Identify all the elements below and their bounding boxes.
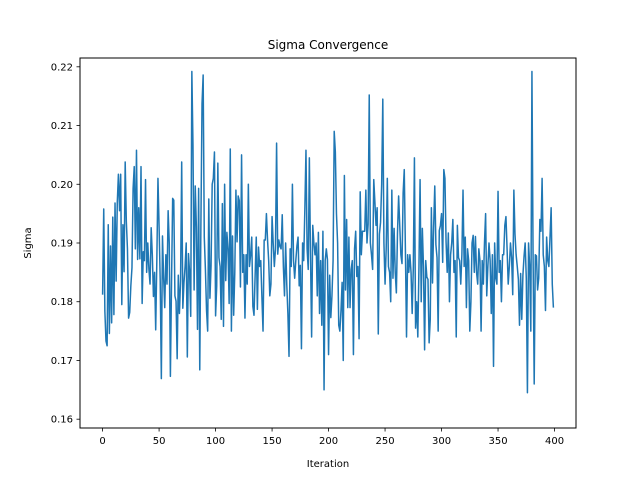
y-tick-label: 0.21	[51, 121, 73, 132]
x-axis-label: Iteration	[307, 459, 349, 470]
y-tick-label: 0.16	[51, 415, 73, 426]
x-tick-label: 50	[153, 436, 166, 447]
y-axis-ticks: 0.16 0.17 0.18 0.19 0.20 0.21 0.22	[51, 62, 80, 426]
y-tick-label: 0.17	[51, 356, 73, 367]
y-tick-label: 0.20	[51, 180, 73, 191]
y-tick-label: 0.19	[51, 239, 73, 250]
x-tick-label: 0	[99, 436, 105, 447]
chart-title: Sigma Convergence	[268, 38, 389, 52]
x-axis-ticks: 0 50 100 150 200 250 300 350 400	[99, 428, 564, 447]
x-tick-label: 100	[206, 436, 225, 447]
y-tick-label: 0.22	[51, 62, 73, 73]
x-tick-label: 350	[488, 436, 507, 447]
series-layer	[101, 70, 555, 394]
series-line-0	[101, 70, 555, 394]
x-tick-label: 300	[432, 436, 451, 447]
y-axis-label: Sigma	[23, 227, 34, 258]
y-tick-label: 0.18	[51, 297, 73, 308]
x-tick-label: 200	[319, 436, 338, 447]
x-tick-label: 250	[376, 436, 395, 447]
plot-area	[80, 58, 576, 428]
x-tick-label: 400	[545, 436, 564, 447]
x-tick-label: 150	[263, 436, 282, 447]
